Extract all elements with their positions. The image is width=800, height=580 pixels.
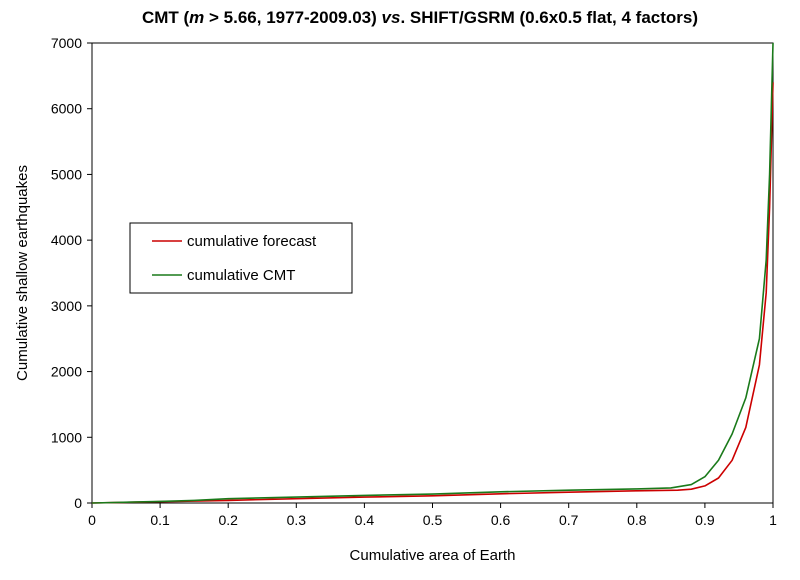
chart-title-part: m xyxy=(189,8,204,27)
series-line-1 xyxy=(91,82,774,504)
series-line-2 xyxy=(91,42,774,504)
x-tick-label: 1 xyxy=(769,512,777,528)
y-tick-label: 5000 xyxy=(51,166,82,182)
legend-box xyxy=(129,222,353,294)
x-tick-label: 0.7 xyxy=(559,512,579,528)
x-tick-label: 0.8 xyxy=(627,512,647,528)
y-tick-label: 4000 xyxy=(51,232,82,248)
chart-title: CMT (m > 5.66, 1977-2009.03) vs. SHIFT/G… xyxy=(142,8,698,27)
y-tick-label: 0 xyxy=(74,495,82,511)
x-tick-label: 0.9 xyxy=(695,512,715,528)
legend-label: cumulative CMT xyxy=(187,267,295,284)
y-tick-label: 1000 xyxy=(51,429,82,445)
legend-label: cumulative forecast xyxy=(187,233,317,250)
y-tick-label: 6000 xyxy=(51,101,82,117)
chart-title-part: vs xyxy=(382,8,401,27)
x-tick-label: 0.4 xyxy=(355,512,375,528)
x-tick-label: 0.2 xyxy=(218,512,238,528)
series-layer xyxy=(91,42,774,504)
x-tick-label: 0.5 xyxy=(423,512,443,528)
x-tick-label: 0.6 xyxy=(491,512,511,528)
x-tick-label: 0 xyxy=(88,512,96,528)
y-tick-label: 7000 xyxy=(51,35,82,51)
x-tick-label: 0.3 xyxy=(287,512,307,528)
ticks-layer: 0 0.1 0.2 0.3 0.4 0.5 0.6 0.7 0.8 0.9 1 0 1000 2000 30… xyxy=(51,35,777,528)
y-tick-label: 3000 xyxy=(51,298,82,314)
chart-title-part: > 5.66, 1977-2009.03) xyxy=(204,8,381,27)
x-axis-label: Cumulative area of Earth xyxy=(350,547,516,564)
legend: cumulative forecast cumulative CMT xyxy=(129,222,353,294)
y-axis-label: Cumulative shallow earthquakes xyxy=(14,165,31,381)
chart-title-part: . SHIFT/GSRM (0.6x0.5 flat, 4 factors) xyxy=(400,8,698,27)
y-tick-label: 2000 xyxy=(51,364,82,380)
x-tick-label: 0.1 xyxy=(150,512,170,528)
chart-title-part: CMT ( xyxy=(142,8,190,27)
